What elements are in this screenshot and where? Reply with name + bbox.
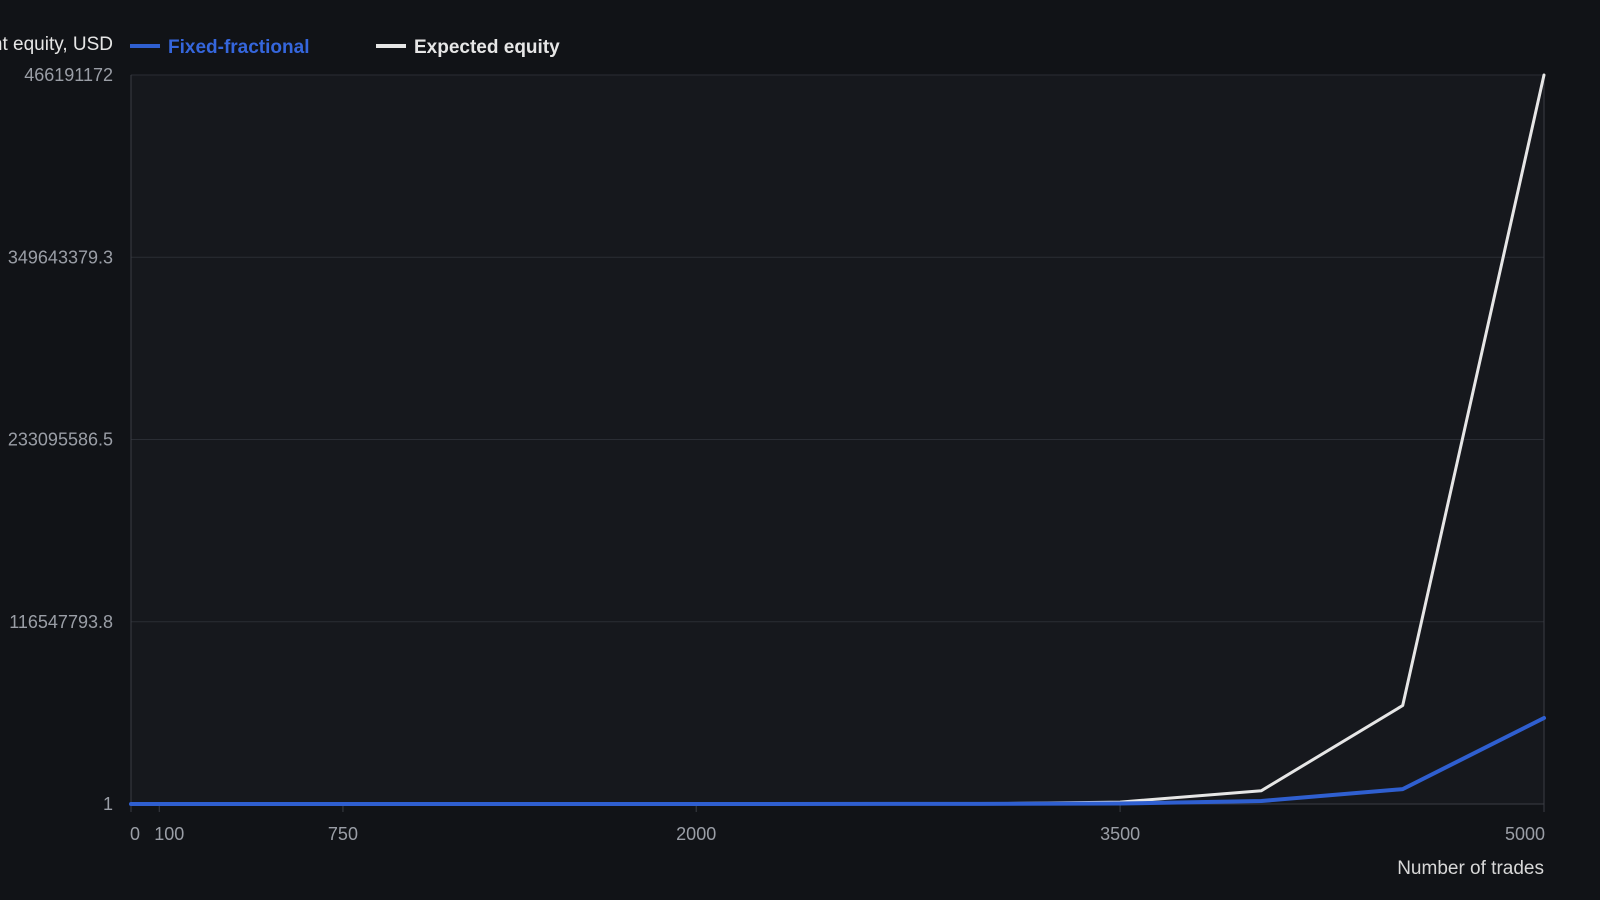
x-tick-label: 5000	[1505, 824, 1545, 844]
legend: Fixed-fractional Expected equity	[130, 37, 560, 58]
x-tick-label: 750	[328, 824, 358, 844]
x-tick-label: 100	[154, 824, 184, 844]
y-tick-label: 466191172	[24, 65, 113, 85]
series-lines	[129, 73, 1546, 806]
x-axis-label: Number of trades	[1397, 858, 1544, 879]
series-line-fixed-fractional	[129, 716, 1546, 806]
legend-label-expected-equity[interactable]: Expected equity	[414, 37, 560, 58]
y-tick-label: 349643379.3	[8, 247, 113, 267]
x-tick-label: 0	[130, 824, 140, 844]
y-axis-label: nt equity, USD	[0, 34, 113, 55]
x-tick-label: 2000	[676, 824, 716, 844]
y-tick-label: 116547793.8	[9, 612, 113, 632]
legend-label-fixed-fractional[interactable]: Fixed-fractional	[168, 37, 309, 58]
y-tick-label: 233095586.5	[8, 430, 113, 450]
y-tick-label: 1	[103, 794, 113, 814]
tick-labels: 1 116547793.8 233095586.5 349643379.3 466191…	[8, 65, 1545, 844]
x-tick-label: 3500	[1100, 824, 1140, 844]
